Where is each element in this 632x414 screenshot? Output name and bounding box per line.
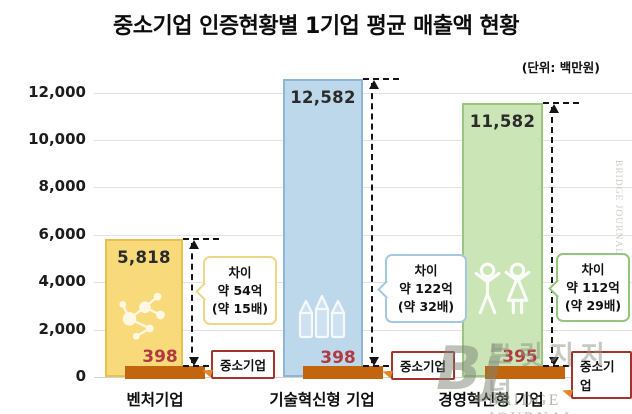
pencils-icon <box>298 294 346 339</box>
sme-bar <box>125 366 205 379</box>
arrow-up-icon <box>549 104 559 113</box>
diff-bottom-dash <box>363 365 399 367</box>
arrow-down-icon <box>549 357 559 366</box>
unit-label: (단위: 백만원) <box>521 60 600 75</box>
gridline <box>94 93 632 94</box>
diff-bottom-dash <box>543 365 579 367</box>
y-tick-label: 10,000 <box>28 130 86 148</box>
callout-text: 약 54억 <box>217 282 263 298</box>
y-tick-label: 6,000 <box>38 225 86 243</box>
sme-value-label: 398 <box>320 348 356 368</box>
callout-text: 약 112억 <box>566 279 620 295</box>
diff-top-dash <box>363 78 399 80</box>
sme-tag-arrow-icon <box>561 386 573 398</box>
y-tick-label: 2,000 <box>38 320 86 338</box>
diff-top-dash <box>183 238 219 240</box>
molecule-icon <box>119 292 165 340</box>
diff-top-dash <box>543 102 579 104</box>
chart-title: 중소기업 인증현황별 1기업 평균 매출액 현황 <box>113 14 519 39</box>
sme-tag-label: 중소기업 <box>580 359 615 393</box>
gridline <box>94 330 632 331</box>
callout-text: 약 122억 <box>399 280 453 296</box>
bar-venture: 5,818 <box>105 239 183 377</box>
gridline <box>94 140 632 141</box>
callout-text: (약 32배) <box>397 298 455 314</box>
diff-bottom-dash <box>183 365 219 367</box>
bar-management-innovation: 11,582 <box>462 103 543 377</box>
sme-bar <box>485 366 565 379</box>
callout-text: 차이 <box>228 265 252 280</box>
callout-text: 차이 <box>581 262 605 277</box>
callout-text: 차이 <box>414 263 438 278</box>
sme-tag-label: 중소기업 <box>220 358 267 373</box>
diff-callout: 차이 약 54억 (약 15배) <box>195 256 277 326</box>
y-tick-label: 12,000 <box>28 83 86 101</box>
diff-callout: 차이 약 122억 (약 32배) <box>377 254 467 324</box>
callout-text: (약 15배) <box>211 300 269 316</box>
sme-tag-label: 중소기업 <box>400 359 447 374</box>
sme-value-label: 398 <box>142 347 178 367</box>
sme-tag: 중소기업 <box>381 351 456 380</box>
bar-value-label: 5,818 <box>117 248 171 267</box>
arrow-down-icon <box>369 357 379 366</box>
y-tick-label: 8,000 <box>38 177 86 195</box>
arrow-up-icon <box>369 80 379 89</box>
diff-arrow <box>549 104 559 366</box>
sme-value-label: 395 <box>502 347 538 367</box>
diff-callout: 차이 약 112억 (약 29배) <box>548 253 630 323</box>
category-label: 경영혁신형 기업 <box>438 391 544 409</box>
bar-value-label: 11,582 <box>469 112 536 131</box>
gridline <box>94 282 632 283</box>
sme-bar <box>303 366 383 379</box>
sme-tag: 중소기업 <box>201 350 276 379</box>
people-icon <box>474 262 530 315</box>
diff-arrow <box>189 240 199 366</box>
y-tick-label: 4,000 <box>38 272 86 290</box>
watermark-vertical: BRIDGE JOURNAL <box>613 160 623 256</box>
bar-value-label: 12,582 <box>290 88 356 107</box>
arrow-down-icon <box>189 357 199 366</box>
gridline <box>94 235 632 236</box>
sme-tag: 중소기업 <box>561 351 632 399</box>
category-label: 기술혁신형 기업 <box>269 391 375 409</box>
callout-text: (약 29배) <box>564 297 622 313</box>
arrow-up-icon <box>189 240 199 249</box>
diff-arrow <box>369 80 379 366</box>
y-tick-label: 0 <box>75 367 86 385</box>
bar-tech-innovation: 12,582 <box>283 79 363 377</box>
category-label: 벤처기업 <box>126 391 184 409</box>
gridline <box>94 187 632 188</box>
